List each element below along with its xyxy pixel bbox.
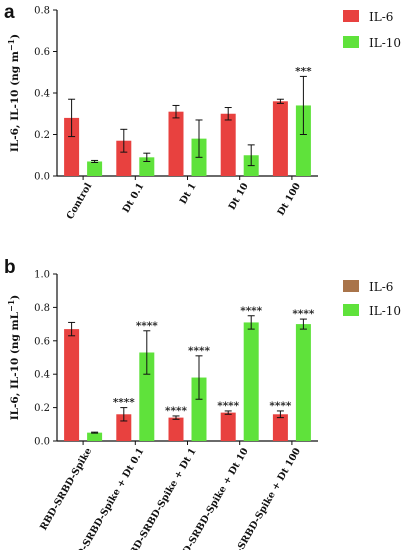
y-tick-label: 0.2 bbox=[34, 130, 50, 141]
legend-label: IL-6 bbox=[369, 10, 393, 24]
bar-il-10 bbox=[87, 432, 103, 441]
panel-b: b 0.0 0.2 0.4 0.6 0.8 1.0 IL-6, IL-10 (ng mL−1)… bbox=[4, 257, 401, 550]
bar-il-6 bbox=[116, 140, 132, 176]
legend: IL-6 IL-10 bbox=[343, 280, 401, 318]
y-tick-label: 0.4 bbox=[34, 370, 50, 381]
x-category-label: Dt 100 bbox=[276, 181, 304, 218]
significance-label: **** bbox=[165, 405, 187, 417]
bar-il-6 bbox=[116, 414, 132, 441]
significance-label: **** bbox=[269, 400, 291, 412]
legend-swatch-il-10 bbox=[343, 36, 359, 48]
y-tick-label: 0.0 bbox=[34, 172, 50, 183]
significance-label: **** bbox=[113, 397, 135, 409]
x-category-label: Dt 1 bbox=[178, 181, 199, 206]
panel-letter: b bbox=[4, 257, 16, 278]
bar-il-10 bbox=[295, 324, 311, 441]
legend-swatch-il-10 bbox=[343, 304, 359, 316]
significance-label: **** bbox=[217, 400, 239, 412]
bar-il-10 bbox=[139, 352, 155, 441]
bar-il-6 bbox=[168, 417, 184, 441]
significance-label: *** bbox=[295, 65, 312, 77]
y-axis-label: IL-6, IL-10 (ng m−1) bbox=[6, 34, 21, 152]
significance-label: **** bbox=[240, 305, 262, 317]
bar-il-6 bbox=[168, 111, 184, 176]
y-tick-label: 0.0 bbox=[34, 437, 50, 448]
y-tick-label: 0.4 bbox=[34, 89, 50, 100]
bar-il-6 bbox=[272, 101, 288, 176]
significance-label: **** bbox=[188, 345, 210, 357]
x-category-label: Dt 0.1 bbox=[121, 181, 147, 215]
bar-il-10 bbox=[191, 377, 207, 441]
legend-label: IL-10 bbox=[369, 36, 401, 50]
y-tick-label: 0.8 bbox=[34, 6, 50, 17]
panel-a: a 0.0 0.2 0.4 0.6 0.8 IL-6, IL-10 (ng m−1) Cont… bbox=[4, 2, 401, 221]
y-tick-label: 0.6 bbox=[34, 336, 50, 347]
significance-label: **** bbox=[292, 308, 314, 320]
y-tick-label: 0.8 bbox=[34, 303, 50, 314]
legend: IL-6 IL-10 bbox=[343, 10, 401, 50]
bar-il-6 bbox=[64, 329, 80, 441]
y-tick-label: 0.6 bbox=[34, 47, 50, 58]
legend-swatch-il-6 bbox=[343, 280, 359, 292]
bar-il-10 bbox=[243, 322, 259, 441]
bar-il-6 bbox=[220, 412, 236, 441]
legend-swatch-il-6 bbox=[343, 10, 359, 22]
bar-il-6 bbox=[64, 117, 80, 176]
x-category-label: Control bbox=[65, 181, 95, 222]
y-axis-label: IL-6, IL-10 (ng mL−1) bbox=[6, 295, 21, 421]
panel-letter: a bbox=[4, 2, 15, 23]
y-tick-label: 1.0 bbox=[34, 270, 50, 281]
significance-label: **** bbox=[136, 320, 158, 332]
legend-label: IL-10 bbox=[369, 304, 401, 318]
bar-il-6 bbox=[220, 113, 236, 176]
x-category-label: Dt 10 bbox=[227, 181, 251, 212]
bar-il-10 bbox=[87, 161, 103, 176]
bar-il-6 bbox=[272, 414, 288, 441]
legend-label: IL-6 bbox=[369, 280, 393, 294]
bar-il-10 bbox=[295, 105, 311, 176]
bar-il-10 bbox=[139, 157, 155, 176]
y-tick-label: 0.2 bbox=[34, 403, 50, 414]
x-category-label: RBD-SRBD-Spike bbox=[38, 446, 94, 532]
